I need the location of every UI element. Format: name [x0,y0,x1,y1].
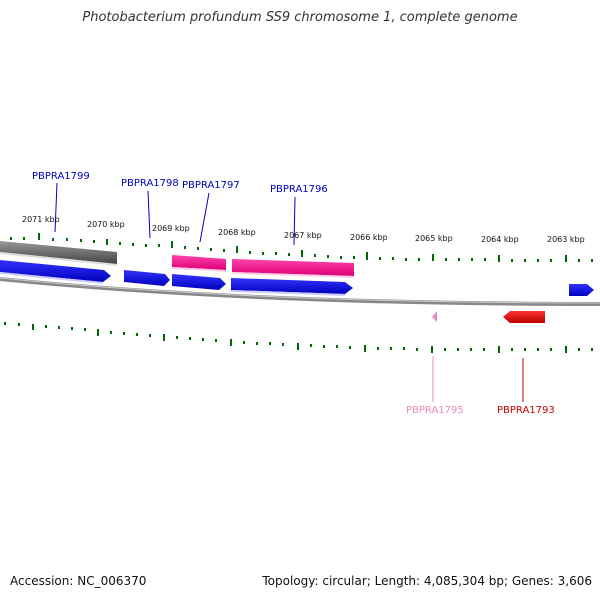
leader-line-1797 [199,192,210,243]
rna-feature-pbpra1796[interactable] [232,259,354,278]
gene-label-pbpra1799[interactable]: PBPRA1799 [32,171,90,182]
reverse-feature-pbpra1795[interactable] [432,311,437,322]
outer-tick-row [10,233,593,262]
reverse-feature-pbpra1793[interactable] [503,311,545,323]
cds-feature-left[interactable] [0,260,111,284]
cds-feature-pbpra1798[interactable] [172,274,226,290]
kbp-label-2064: 2064 kbp [481,235,519,244]
genome-stats-text: Topology: circular; Length: 4,085,304 bp… [262,574,592,588]
cds-feature-pbpra1799[interactable] [124,270,170,286]
leader-line-1798 [147,190,151,239]
gray-feature[interactable] [0,241,117,266]
gene-label-pbpra1795[interactable]: PBPRA1795 [406,405,464,416]
kbp-label-2070: 2070 kbp [87,220,125,229]
genome-backbone [0,277,600,306]
gene-label-pbpra1793[interactable]: PBPRA1793 [497,405,555,416]
leader-line-1796 [293,196,296,246]
cds-feature-pbpra1796[interactable] [231,278,353,296]
rna-feature-pbpra1797[interactable] [172,255,226,272]
map-title: Photobacterium profundum SS9 chromosome … [82,10,518,25]
kbp-label-2067: 2067 kbp [284,231,322,240]
gene-label-pbpra1796[interactable]: PBPRA1796 [270,184,328,195]
inner-tick-row [4,322,593,353]
kbp-label-2068: 2068 kbp [218,228,256,237]
kbp-label-2065: 2065 kbp [415,234,453,243]
cds-feature-right-edge[interactable] [569,284,594,296]
accession-text: Accession: NC_006370 [10,574,147,588]
gene-label-pbpra1798[interactable]: PBPRA1798 [121,178,179,189]
kbp-label-2063: 2063 kbp [547,235,585,244]
kbp-label-2066: 2066 kbp [350,233,388,242]
kbp-label-2069: 2069 kbp [152,224,190,233]
leader-line-1799 [54,182,58,233]
gene-label-pbpra1797[interactable]: PBPRA1797 [182,180,240,191]
kbp-label-2071: 2071 kbp [22,215,60,224]
